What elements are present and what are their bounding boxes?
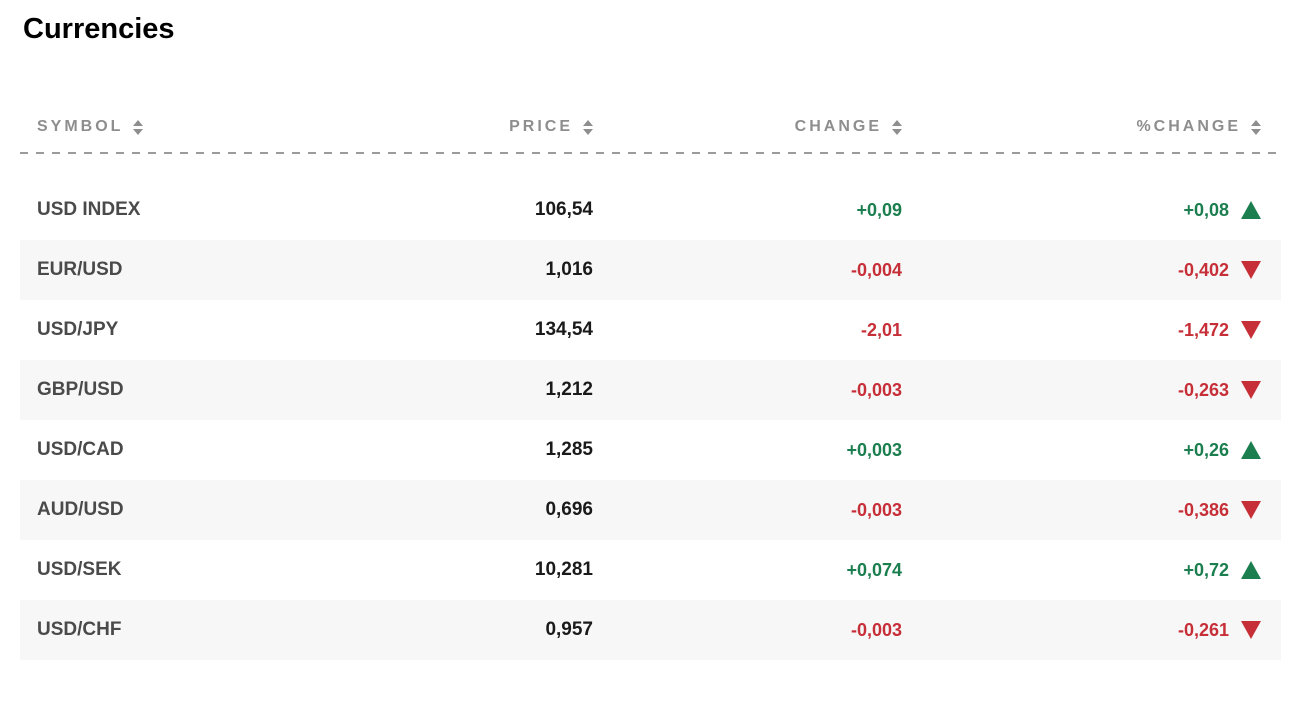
table-row: USD/CHF 0,957 -0,003 -0,261 [20, 600, 1281, 660]
price-cell: 10,281 [534, 559, 593, 580]
sort-icon [583, 119, 593, 135]
pct-change-cell: -0,263 [902, 380, 1281, 401]
symbol-cell[interactable]: GBP/USD [37, 379, 124, 400]
pct-change-value: +0,72 [1183, 559, 1229, 580]
change-cell: -0,004 [850, 259, 902, 280]
table-row: USD/JPY 134,54 -2,01 -1,472 [20, 300, 1281, 360]
trend-up-icon [1241, 561, 1261, 579]
price-cell: 0,696 [545, 499, 593, 520]
change-cell: -0,003 [850, 499, 902, 520]
price-cell: 1,285 [545, 439, 593, 460]
symbol-cell[interactable]: USD/JPY [37, 319, 119, 340]
symbol-cell[interactable]: USD/CAD [37, 439, 124, 460]
change-cell: -2,01 [860, 319, 902, 340]
pct-change-cell: +0,26 [902, 440, 1281, 461]
pct-change-value: +0,26 [1183, 439, 1229, 460]
change-cell: -0,003 [850, 619, 902, 640]
table-row: USD/SEK 10,281 +0,074 +0,72 [20, 540, 1281, 600]
header-divider [20, 152, 1281, 154]
trend-down-icon [1241, 261, 1261, 279]
sort-icon [133, 119, 144, 135]
price-cell: 106,54 [534, 199, 593, 220]
column-header-price[interactable]: PRICE [443, 118, 593, 136]
trend-down-icon [1241, 501, 1261, 519]
pct-change-cell: -0,402 [902, 260, 1281, 281]
trend-down-icon [1241, 621, 1261, 639]
pct-change-value: +0,08 [1183, 199, 1229, 220]
trend-up-icon [1241, 441, 1261, 459]
price-cell: 1,212 [545, 379, 593, 400]
pct-change-value: -0,263 [1177, 379, 1229, 400]
sort-icon [1251, 119, 1261, 135]
currencies-table: SYMBOL PRICE CHANGE %CHANGE USD INDEX 10… [20, 102, 1281, 660]
pct-change-cell: -1,472 [902, 320, 1281, 341]
price-cell: 134,54 [534, 319, 593, 340]
pct-change-value: -1,472 [1177, 319, 1229, 340]
symbol-cell[interactable]: USD/SEK [37, 559, 122, 580]
trend-down-icon [1241, 381, 1261, 399]
column-header-change-label: CHANGE [794, 118, 882, 135]
symbol-cell[interactable]: USD INDEX [37, 199, 141, 220]
price-cell: 1,016 [545, 259, 593, 280]
column-header-symbol-label: SYMBOL [37, 118, 124, 135]
table-row: USD/CAD 1,285 +0,003 +0,26 [20, 420, 1281, 480]
pct-change-value: -0,261 [1177, 619, 1229, 640]
pct-change-cell: -0,386 [902, 500, 1281, 521]
symbol-cell[interactable]: EUR/USD [37, 259, 123, 280]
column-header-symbol[interactable]: SYMBOL [20, 118, 443, 136]
trend-down-icon [1241, 321, 1261, 339]
change-cell: +0,003 [846, 439, 902, 460]
trend-up-icon [1241, 201, 1261, 219]
pct-change-value: -0,386 [1177, 499, 1229, 520]
pct-change-value: -0,402 [1177, 259, 1229, 280]
page-title: Currencies [23, 13, 175, 45]
column-header-pct-change[interactable]: %CHANGE [902, 118, 1281, 136]
table-row: USD INDEX 106,54 +0,09 +0,08 [20, 180, 1281, 240]
pct-change-cell: +0,08 [902, 200, 1281, 221]
table-body: USD INDEX 106,54 +0,09 +0,08 EUR/USD 1,0… [20, 180, 1281, 660]
sort-icon [892, 119, 902, 135]
table-row: EUR/USD 1,016 -0,004 -0,402 [20, 240, 1281, 300]
table-row: GBP/USD 1,212 -0,003 -0,263 [20, 360, 1281, 420]
pct-change-cell: -0,261 [902, 620, 1281, 641]
table-header-row: SYMBOL PRICE CHANGE %CHANGE [20, 102, 1281, 152]
column-header-price-label: PRICE [509, 118, 573, 135]
change-cell: +0,074 [846, 559, 902, 580]
price-cell: 0,957 [545, 619, 593, 640]
table-row: AUD/USD 0,696 -0,003 -0,386 [20, 480, 1281, 540]
pct-change-cell: +0,72 [902, 560, 1281, 581]
change-cell: +0,09 [856, 199, 902, 220]
column-header-change[interactable]: CHANGE [593, 118, 902, 136]
change-cell: -0,003 [850, 379, 902, 400]
symbol-cell[interactable]: USD/CHF [37, 619, 122, 640]
column-header-pct-change-label: %CHANGE [1136, 118, 1241, 135]
symbol-cell[interactable]: AUD/USD [37, 499, 124, 520]
